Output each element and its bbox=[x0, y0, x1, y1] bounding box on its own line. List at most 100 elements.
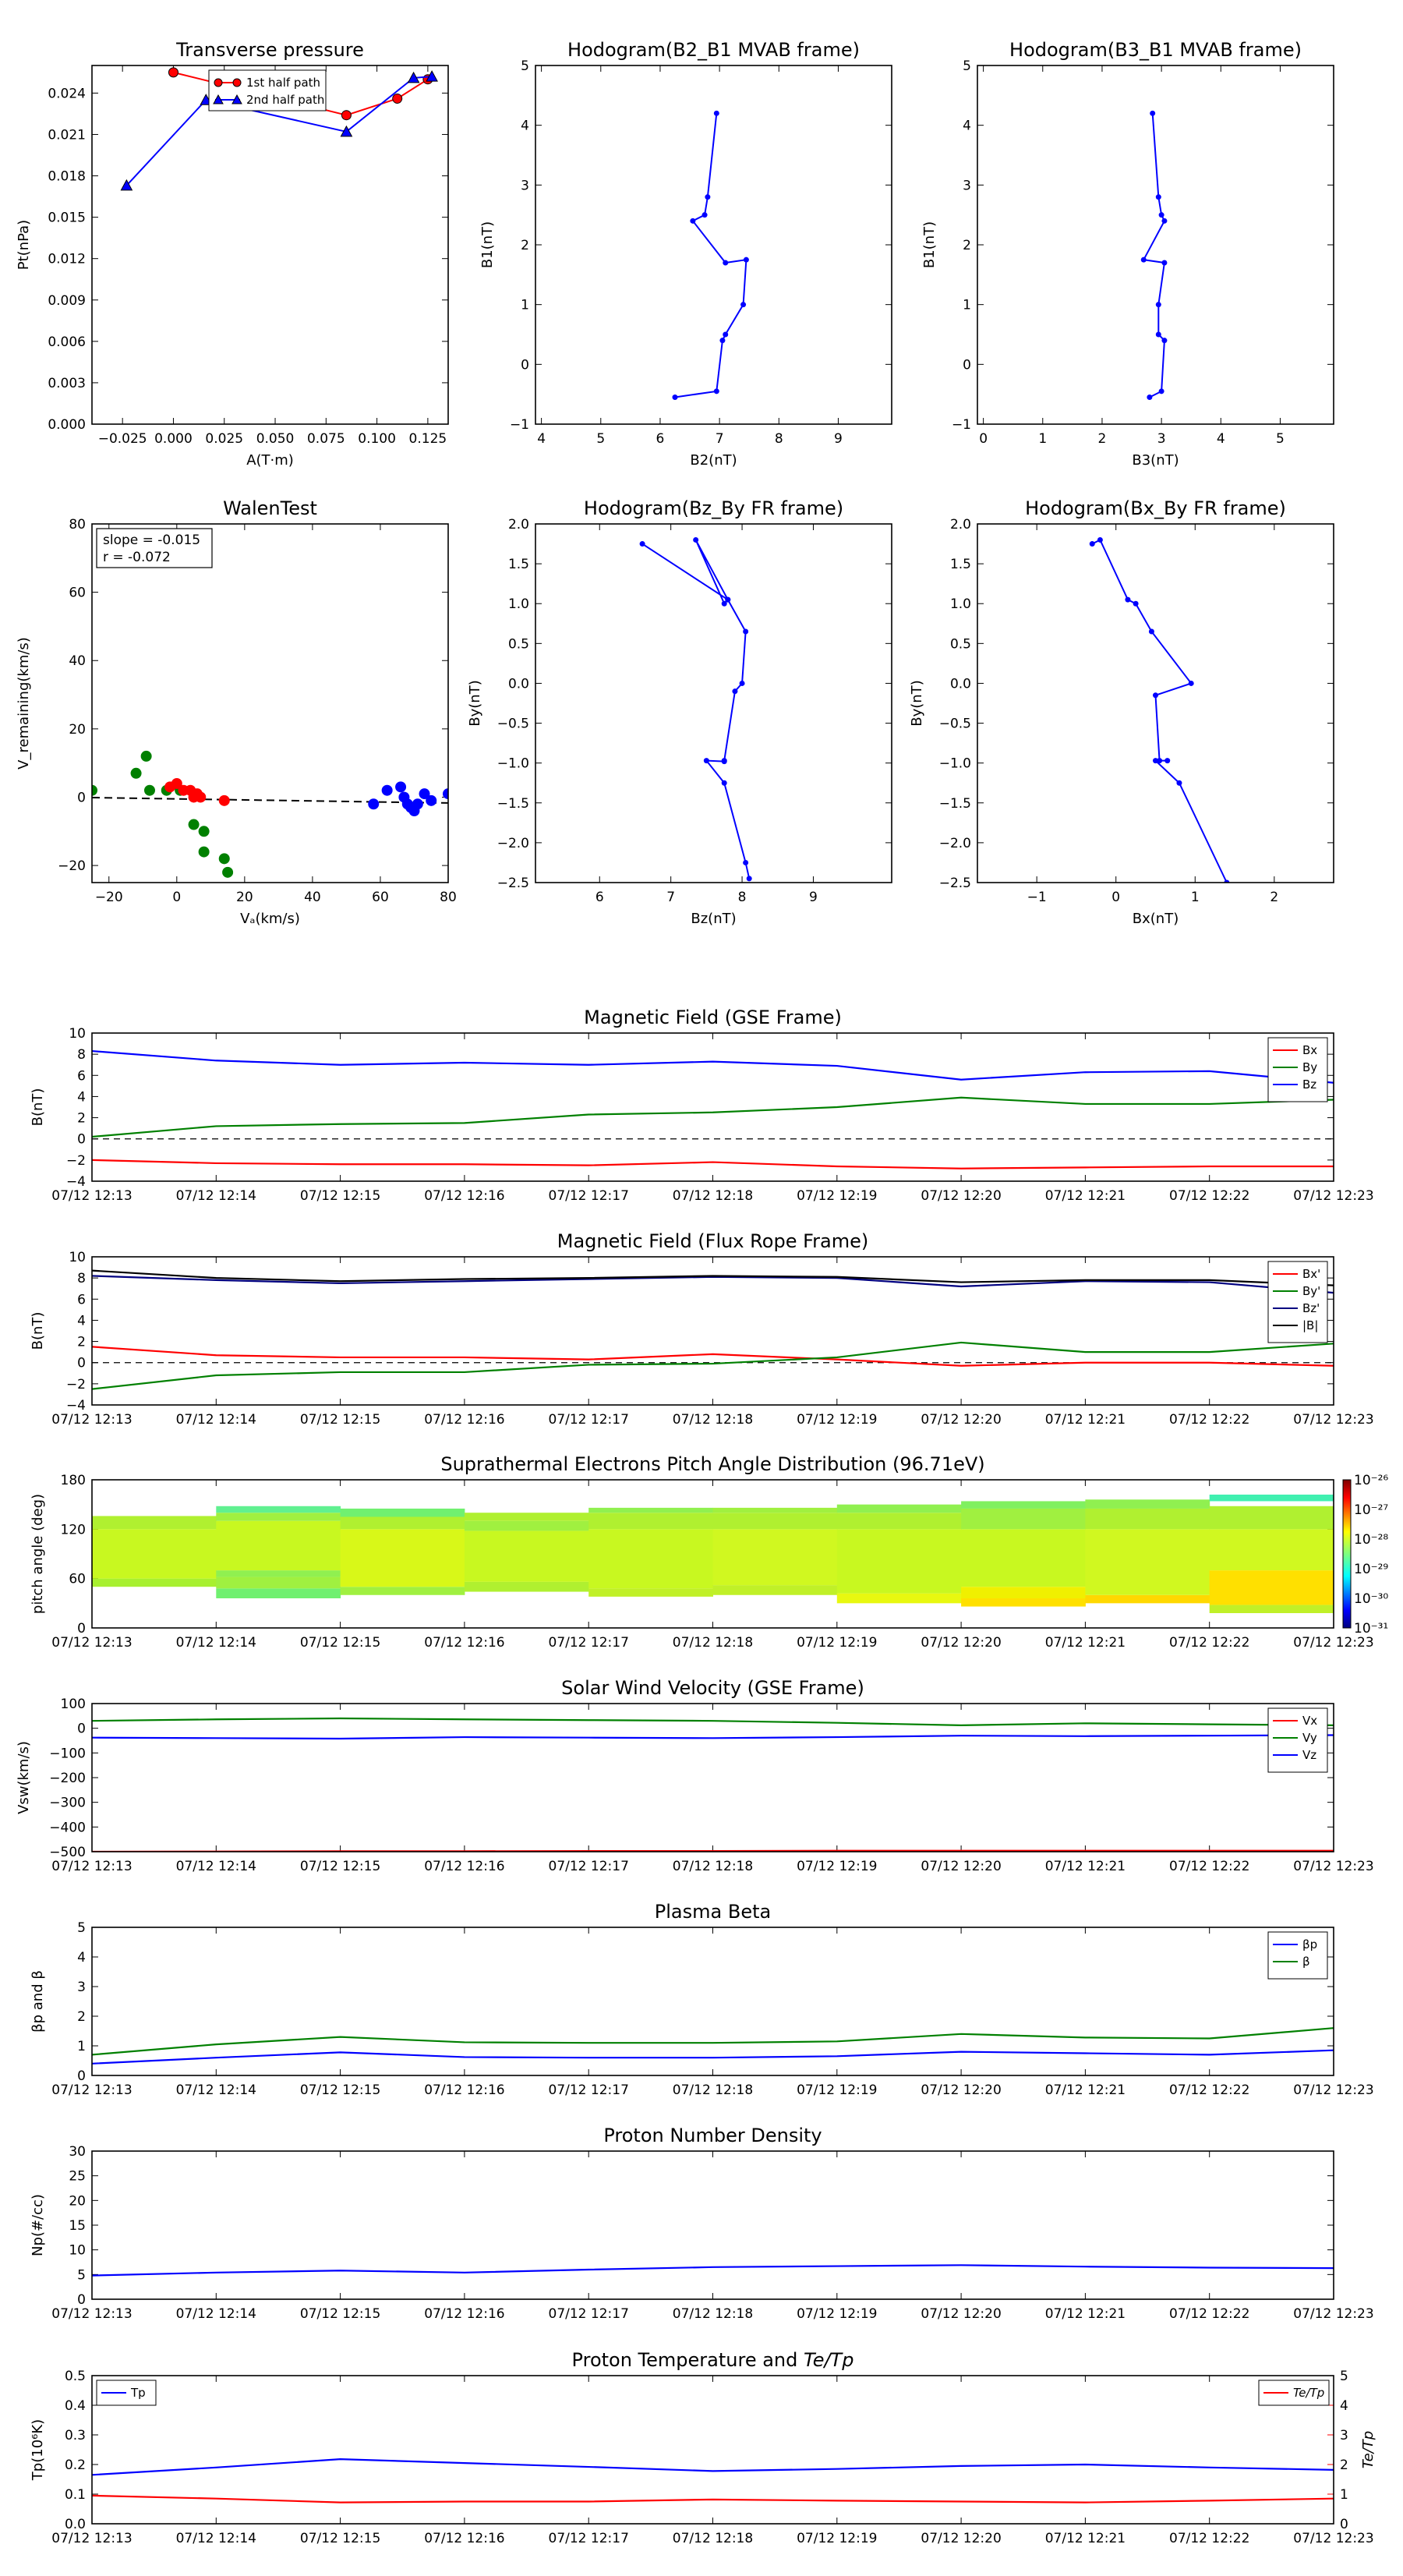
heatmap-cell bbox=[836, 1513, 962, 1530]
legend-label: β bbox=[1302, 1955, 1310, 1969]
chart-title: Plasma Beta bbox=[655, 1901, 771, 1923]
y-right-tick-label: 3 bbox=[1340, 2428, 1348, 2443]
y-tick-label: 0.018 bbox=[48, 169, 86, 185]
x-tick-label: 07/12 12:19 bbox=[797, 2531, 877, 2546]
heatmap-cell bbox=[1209, 1570, 1334, 1605]
data-point bbox=[426, 70, 438, 82]
legend-label: Bx' bbox=[1302, 1267, 1320, 1281]
legend-marker bbox=[231, 94, 242, 104]
heatmap-cell bbox=[712, 1585, 838, 1595]
scatter-point bbox=[426, 794, 437, 806]
legend-box bbox=[1267, 1707, 1328, 1773]
y-tick-label: 80 bbox=[69, 517, 86, 533]
x-tick-label: 07/12 12:13 bbox=[51, 1635, 132, 1651]
y-tick-label: 20 bbox=[69, 2193, 86, 2209]
y-tick-label: 0 bbox=[77, 1621, 86, 1637]
heatmap-cell bbox=[92, 1578, 217, 1587]
plot-frame bbox=[91, 2375, 1334, 2525]
series-line bbox=[92, 1275, 1334, 1294]
y-tick-label: −500 bbox=[49, 1845, 86, 1860]
y-tick-label: 1 bbox=[521, 298, 529, 313]
heatmap-cell bbox=[836, 1593, 962, 1604]
y-tick-label: 6 bbox=[77, 1068, 86, 1084]
x-tick-label: 07/12 12:16 bbox=[424, 1635, 504, 1651]
chart-h3: Hodogram(Bz_By FR frame) −2.5 −2.0 −1.5 −1.0… bbox=[467, 497, 892, 927]
scatter-series bbox=[92, 750, 234, 878]
chart-title: Hodogram(Bz_By FR frame) bbox=[584, 497, 843, 519]
data-point bbox=[740, 302, 747, 308]
chart-mf_fr: Magnetic Field (Flux Rope Frame) −4 −2 0 2 4 6… bbox=[30, 1230, 1374, 1428]
scatter-point bbox=[171, 777, 182, 789]
chart-title: Hodogram(Bx_By FR frame) bbox=[1025, 497, 1286, 519]
data-point bbox=[721, 759, 727, 765]
x-tick-label: 07/12 12:22 bbox=[1169, 1635, 1249, 1651]
x-tick-label: 07/12 12:19 bbox=[797, 2306, 877, 2322]
colorbar-label: 10⁻²⁹ bbox=[1354, 1562, 1388, 1577]
data-point bbox=[713, 388, 719, 395]
y-right-tick-label: 0 bbox=[1340, 2517, 1348, 2532]
x-tick-label: 07/12 12:19 bbox=[797, 1859, 877, 1874]
x-tick-label: 07/12 12:23 bbox=[1293, 1188, 1373, 1204]
data-point bbox=[721, 780, 727, 786]
series-2nd-half-path bbox=[120, 70, 438, 191]
y-tick-label: 2 bbox=[77, 2009, 86, 2025]
x-tick-label: 0.025 bbox=[205, 431, 243, 447]
data-point bbox=[721, 600, 727, 607]
x-tick-label: 6 bbox=[595, 890, 604, 905]
plot-frame bbox=[977, 523, 1334, 883]
x-axis-label: B2(nT) bbox=[690, 452, 737, 469]
chart-title: WalenTest bbox=[223, 497, 317, 519]
x-tick-label: 07/12 12:23 bbox=[1293, 1412, 1373, 1428]
legend-label: Vz bbox=[1302, 1748, 1316, 1762]
x-tick-label: 07/12 12:14 bbox=[176, 1635, 256, 1651]
x-tick-label: 07/12 12:22 bbox=[1169, 1188, 1249, 1204]
colorbar-label: 10⁻²⁸ bbox=[1354, 1532, 1388, 1548]
y-tick-label: 2 bbox=[77, 1335, 86, 1350]
x-tick-label: 6 bbox=[656, 431, 665, 447]
y-axis-label: V_remaining(km/s) bbox=[16, 637, 32, 770]
legend-label: βp bbox=[1302, 1937, 1317, 1951]
legend-label: Vx bbox=[1302, 1714, 1317, 1728]
scatter-point bbox=[198, 826, 210, 837]
scatter-point bbox=[198, 846, 210, 858]
y-tick-label: −0.5 bbox=[939, 717, 971, 732]
legend: Vx Vy Vz bbox=[1267, 1707, 1328, 1773]
y-tick-label: 0.012 bbox=[48, 252, 86, 267]
scatter-point bbox=[395, 781, 407, 793]
x-tick-label: 07/12 12:23 bbox=[1293, 1859, 1373, 1874]
heatmap-cell bbox=[340, 1587, 465, 1595]
x-tick-label: 4 bbox=[537, 431, 546, 447]
heatmap-cell bbox=[961, 1529, 1086, 1587]
y-tick-label: 60 bbox=[69, 1572, 86, 1587]
x-tick-label: 07/12 12:14 bbox=[176, 1412, 256, 1428]
chart-vsw: Solar Wind Velocity (GSE Frame) −500 −400 −… bbox=[16, 1677, 1374, 1874]
legend: Bx By Bz bbox=[1267, 1037, 1328, 1102]
y-right-tick-label: 4 bbox=[1340, 2398, 1348, 2414]
plot-area bbox=[92, 2027, 1334, 2065]
heatmap-cell bbox=[588, 1507, 713, 1513]
y-tick-label: 0.4 bbox=[65, 2398, 86, 2414]
scatter-point bbox=[143, 784, 155, 796]
x-tick-label: 07/12 12:18 bbox=[673, 2306, 753, 2322]
series-line bbox=[92, 1734, 1334, 1740]
heatmap-cell bbox=[464, 1530, 589, 1582]
x-tick-label: 07/12 12:18 bbox=[673, 2531, 753, 2546]
plot-area bbox=[672, 110, 749, 400]
x-tick-label: 07/12 12:23 bbox=[1293, 2531, 1373, 2546]
y-tick-label: 2 bbox=[77, 1111, 86, 1127]
plot-frame bbox=[535, 65, 892, 425]
y-tick-label: 3 bbox=[77, 1980, 86, 1995]
scatter-point bbox=[218, 853, 230, 865]
y-tick-label: 0.0 bbox=[950, 676, 971, 692]
y-axis-label: By(nT) bbox=[909, 680, 925, 726]
data-point bbox=[743, 859, 749, 865]
y-tick-label: 1.5 bbox=[508, 557, 529, 572]
x-tick-label: 07/12 12:18 bbox=[673, 1188, 753, 1204]
x-tick-label: 80 bbox=[440, 890, 457, 905]
legend-label: 2nd half path bbox=[246, 93, 324, 107]
x-axis-label: Vₐ(km/s) bbox=[240, 911, 300, 927]
data-point bbox=[1148, 628, 1154, 635]
data-point bbox=[340, 125, 353, 137]
